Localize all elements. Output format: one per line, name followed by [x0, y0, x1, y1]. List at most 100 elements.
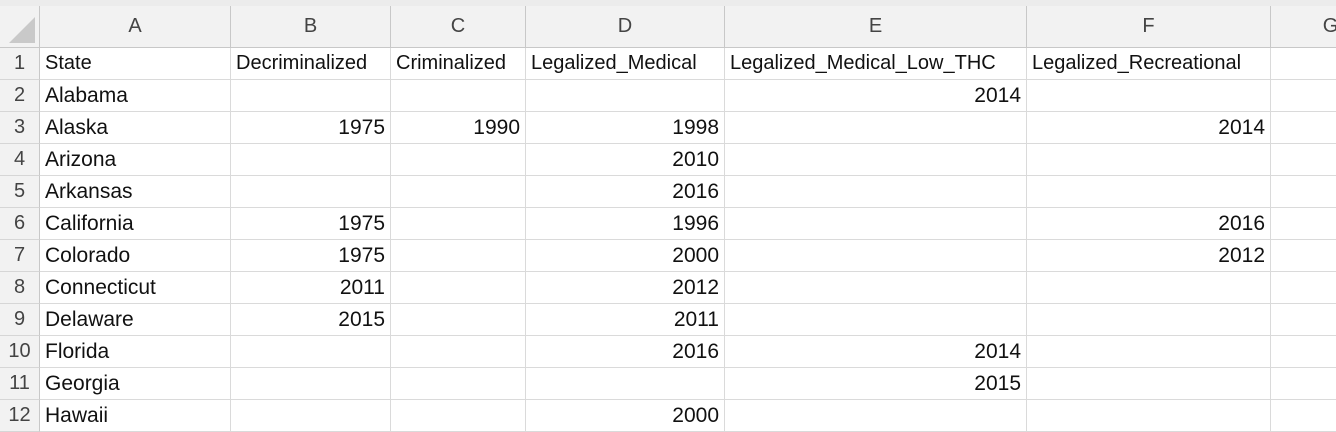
column-header-c[interactable]: C	[391, 6, 526, 48]
cell-a11[interactable]: Georgia	[40, 368, 231, 400]
cell-d1[interactable]: Legalized_Medical	[526, 48, 725, 80]
cell-a3[interactable]: Alaska	[40, 112, 231, 144]
column-header-a[interactable]: A	[40, 6, 231, 48]
cell-e3[interactable]	[725, 112, 1027, 144]
cell-f2[interactable]	[1027, 80, 1271, 112]
cell-f4[interactable]	[1027, 144, 1271, 176]
cell-e8[interactable]	[725, 272, 1027, 304]
cell-g9[interactable]	[1271, 304, 1336, 336]
column-header-b[interactable]: B	[231, 6, 391, 48]
row-header-11[interactable]: 11	[0, 368, 40, 400]
cell-g2[interactable]	[1271, 80, 1336, 112]
cell-c9[interactable]	[391, 304, 526, 336]
cell-a10[interactable]: Florida	[40, 336, 231, 368]
cell-c10[interactable]	[391, 336, 526, 368]
cell-g7[interactable]	[1271, 240, 1336, 272]
cell-d2[interactable]	[526, 80, 725, 112]
cell-f11[interactable]	[1027, 368, 1271, 400]
cell-b11[interactable]	[231, 368, 391, 400]
cell-e9[interactable]	[725, 304, 1027, 336]
cell-g3[interactable]	[1271, 112, 1336, 144]
cell-a6[interactable]: California	[40, 208, 231, 240]
row-header-6[interactable]: 6	[0, 208, 40, 240]
row-header-1[interactable]: 1	[0, 48, 40, 80]
cell-d7[interactable]: 2000	[526, 240, 725, 272]
column-header-e[interactable]: E	[725, 6, 1027, 48]
cell-g5[interactable]	[1271, 176, 1336, 208]
cell-d11[interactable]	[526, 368, 725, 400]
cell-e5[interactable]	[725, 176, 1027, 208]
cell-b1[interactable]: Decriminalized	[231, 48, 391, 80]
cell-d12[interactable]: 2000	[526, 400, 725, 432]
cell-a2[interactable]: Alabama	[40, 80, 231, 112]
cell-c7[interactable]	[391, 240, 526, 272]
cell-c8[interactable]	[391, 272, 526, 304]
cell-f9[interactable]	[1027, 304, 1271, 336]
cell-b7[interactable]: 1975	[231, 240, 391, 272]
cell-b10[interactable]	[231, 336, 391, 368]
column-header-d[interactable]: D	[526, 6, 725, 48]
cell-f12[interactable]	[1027, 400, 1271, 432]
cell-a1[interactable]: State	[40, 48, 231, 80]
cell-f7[interactable]: 2012	[1027, 240, 1271, 272]
cell-b4[interactable]	[231, 144, 391, 176]
row-header-12[interactable]: 12	[0, 400, 40, 432]
cell-d5[interactable]: 2016	[526, 176, 725, 208]
cell-b9[interactable]: 2015	[231, 304, 391, 336]
cell-g12[interactable]	[1271, 400, 1336, 432]
cell-b12[interactable]	[231, 400, 391, 432]
cell-a9[interactable]: Delaware	[40, 304, 231, 336]
row-header-8[interactable]: 8	[0, 272, 40, 304]
row-header-2[interactable]: 2	[0, 80, 40, 112]
row-header-3[interactable]: 3	[0, 112, 40, 144]
cell-g4[interactable]	[1271, 144, 1336, 176]
cell-b8[interactable]: 2011	[231, 272, 391, 304]
cell-c1[interactable]: Criminalized	[391, 48, 526, 80]
cell-d9[interactable]: 2011	[526, 304, 725, 336]
cell-g10[interactable]	[1271, 336, 1336, 368]
cell-g11[interactable]	[1271, 368, 1336, 400]
row-header-9[interactable]: 9	[0, 304, 40, 336]
cell-e11[interactable]: 2015	[725, 368, 1027, 400]
row-header-5[interactable]: 5	[0, 176, 40, 208]
cell-a5[interactable]: Arkansas	[40, 176, 231, 208]
cell-e4[interactable]	[725, 144, 1027, 176]
cell-f5[interactable]	[1027, 176, 1271, 208]
cell-d3[interactable]: 1998	[526, 112, 725, 144]
cell-c12[interactable]	[391, 400, 526, 432]
cell-f10[interactable]	[1027, 336, 1271, 368]
cell-a7[interactable]: Colorado	[40, 240, 231, 272]
row-header-7[interactable]: 7	[0, 240, 40, 272]
column-header-g[interactable]: G	[1271, 6, 1336, 48]
row-header-10[interactable]: 10	[0, 336, 40, 368]
cell-e1[interactable]: Legalized_Medical_Low_THC	[725, 48, 1027, 80]
cell-c5[interactable]	[391, 176, 526, 208]
cell-c6[interactable]	[391, 208, 526, 240]
cell-a8[interactable]: Connecticut	[40, 272, 231, 304]
cell-a12[interactable]: Hawaii	[40, 400, 231, 432]
column-header-f[interactable]: F	[1027, 6, 1271, 48]
cell-g8[interactable]	[1271, 272, 1336, 304]
cell-b3[interactable]: 1975	[231, 112, 391, 144]
cell-b6[interactable]: 1975	[231, 208, 391, 240]
cell-e6[interactable]	[725, 208, 1027, 240]
cell-d4[interactable]: 2010	[526, 144, 725, 176]
cell-c4[interactable]	[391, 144, 526, 176]
select-all-button[interactable]	[0, 6, 40, 48]
cell-g6[interactable]	[1271, 208, 1336, 240]
cell-e2[interactable]: 2014	[725, 80, 1027, 112]
cell-b5[interactable]	[231, 176, 391, 208]
cell-f1[interactable]: Legalized_Recreational	[1027, 48, 1271, 80]
cell-d6[interactable]: 1996	[526, 208, 725, 240]
cell-d10[interactable]: 2016	[526, 336, 725, 368]
cell-c2[interactable]	[391, 80, 526, 112]
cell-d8[interactable]: 2012	[526, 272, 725, 304]
cell-e10[interactable]: 2014	[725, 336, 1027, 368]
cell-e7[interactable]	[725, 240, 1027, 272]
cell-e12[interactable]	[725, 400, 1027, 432]
cell-b2[interactable]	[231, 80, 391, 112]
cell-g1[interactable]	[1271, 48, 1336, 80]
cell-f8[interactable]	[1027, 272, 1271, 304]
cell-a4[interactable]: Arizona	[40, 144, 231, 176]
row-header-4[interactable]: 4	[0, 144, 40, 176]
